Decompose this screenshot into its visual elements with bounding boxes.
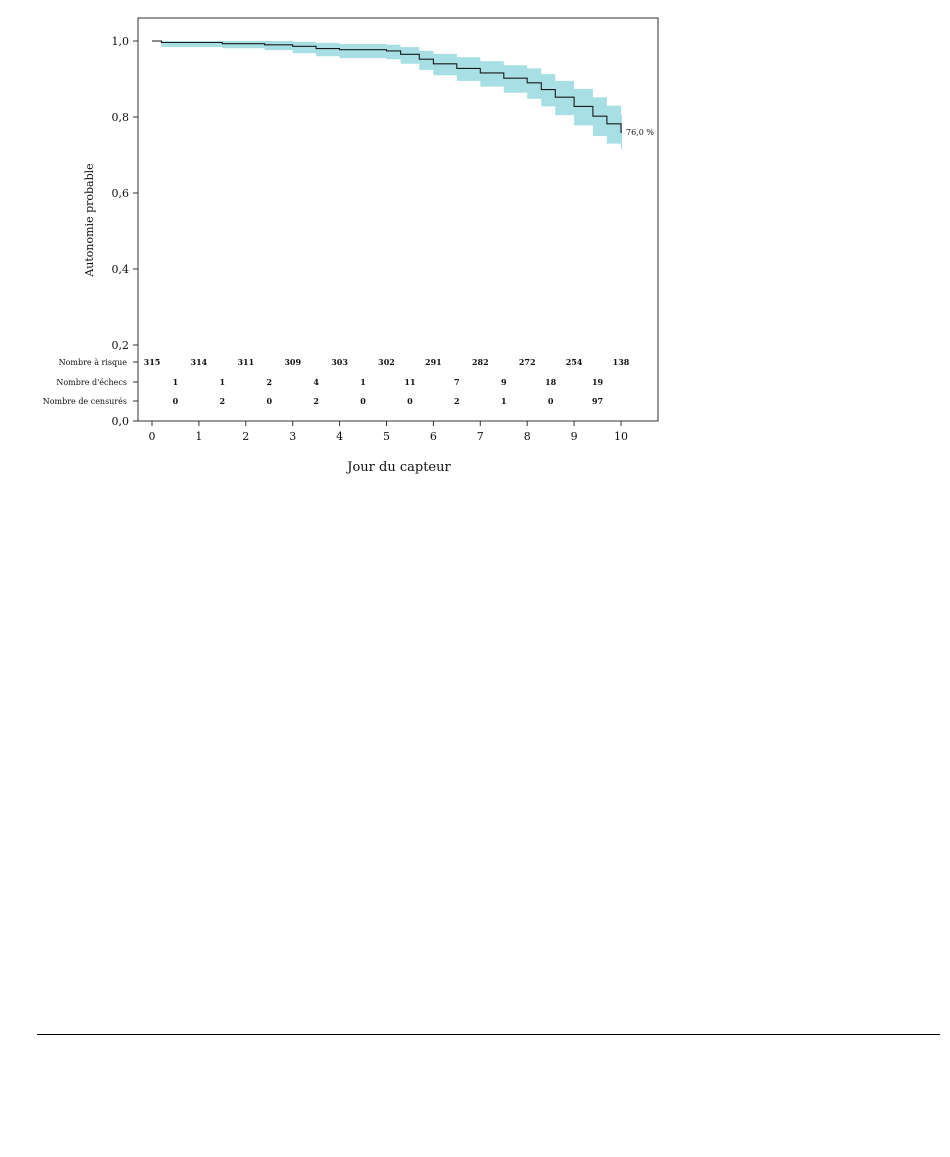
- y-ticks-group: 0,0 0,2 0,4 0,6 0,8 1,0: [112, 35, 138, 428]
- risk-table-value: 302: [378, 357, 395, 367]
- risk-table-value: 311: [237, 357, 254, 367]
- x-tick-label: 8: [524, 430, 531, 443]
- y-tick-label: 0,6: [112, 187, 130, 200]
- y-tick-label: 1,0: [112, 35, 130, 48]
- y-tick-label: 0,2: [112, 339, 130, 352]
- risk-table-row-label: Nombre de censurés: [43, 397, 127, 406]
- risk-table-value: 19: [592, 377, 604, 387]
- risk-table-value: 309: [284, 357, 301, 367]
- survival-curve-group: [152, 40, 622, 133]
- footer-rule: [37, 1034, 940, 1035]
- risk-table-value: 303: [331, 357, 348, 367]
- risk-table-value: 254: [566, 357, 583, 367]
- risk-table-value: 272: [519, 357, 536, 367]
- y-tick-label: 0,8: [112, 111, 130, 124]
- x-tick-label: 9: [571, 430, 578, 443]
- x-axis-title: Jour du capteur: [345, 460, 451, 475]
- risk-table-value: 315: [144, 357, 161, 367]
- confidence-band: [152, 41, 622, 150]
- x-tick-label: 1: [195, 430, 202, 443]
- x-tick-label: 10: [614, 430, 628, 443]
- risk-table-value: 2: [454, 396, 460, 406]
- plot-frame: [137, 17, 659, 422]
- confidence-band-group: [152, 41, 622, 150]
- risk-table-value: 97: [592, 396, 603, 406]
- x-tick-label: 2: [242, 430, 249, 443]
- risk-table-value: 2: [313, 396, 319, 406]
- x-tick-label: 6: [430, 430, 437, 443]
- risk-table-value: 1: [360, 377, 366, 387]
- risk-table-value: 18: [545, 377, 557, 387]
- risk-table-value: 7: [454, 377, 460, 387]
- axes-group: [137, 17, 659, 422]
- risk-table-value: 282: [472, 357, 489, 367]
- risk-table-value: 0: [548, 396, 554, 406]
- risk-table-value: 0: [173, 396, 179, 406]
- x-tick-label: 5: [383, 430, 390, 443]
- y-axis-title: Autonomie probable: [83, 163, 96, 277]
- x-tick-label: 4: [336, 430, 343, 443]
- risk-table-value: 2: [220, 396, 226, 406]
- x-ticks-group: 0 1 2 3 4 5 6 7 8 9 10: [149, 421, 628, 443]
- risk-table-value: 138: [613, 357, 630, 367]
- survival-curve: [152, 40, 622, 133]
- risk-table-group: Nombre à risque 315 314 311 309 303 302 291 282 2…: [43, 357, 630, 406]
- risk-table-row-label: Nombre d'échecs: [56, 378, 127, 387]
- risk-table-value: 1: [173, 377, 179, 387]
- risk-table-value: 4: [313, 377, 319, 387]
- x-tick-label: 0: [149, 430, 156, 443]
- risk-table-value: 291: [425, 357, 442, 367]
- risk-table-value: 2: [266, 377, 272, 387]
- x-tick-label: 7: [477, 430, 484, 443]
- risk-table-value: 314: [191, 357, 208, 367]
- risk-table-value: 0: [360, 396, 366, 406]
- end-value-label: 76,0 %: [626, 128, 654, 137]
- risk-table-value: 1: [501, 396, 507, 406]
- risk-table-value: 1: [220, 377, 226, 387]
- risk-table-value: 0: [407, 396, 413, 406]
- y-tick-label: 0,4: [112, 263, 130, 276]
- x-tick-label: 3: [289, 430, 296, 443]
- risk-table-value: 9: [501, 377, 507, 387]
- risk-table-value: 0: [266, 396, 272, 406]
- risk-table-row-label: Nombre à risque: [59, 358, 128, 367]
- y-tick-label: 0,0: [112, 415, 130, 428]
- risk-table-value: 11: [404, 377, 415, 387]
